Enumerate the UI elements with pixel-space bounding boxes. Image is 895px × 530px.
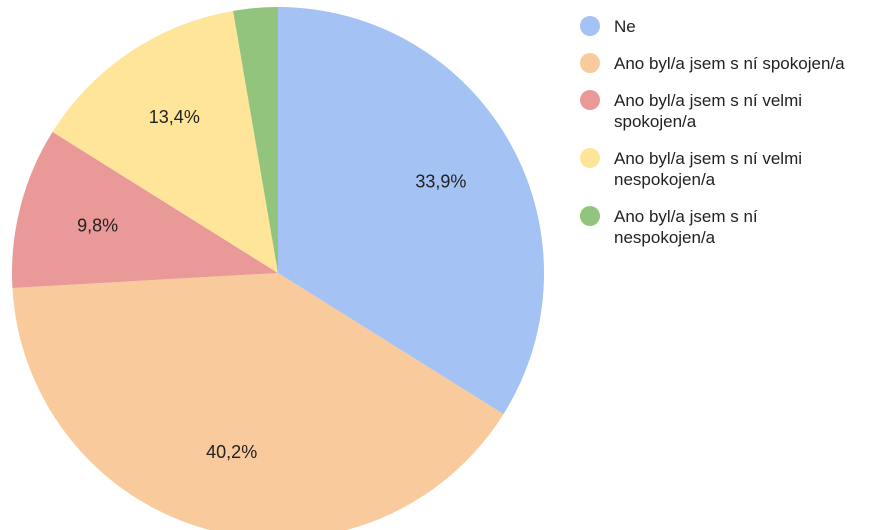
legend-item: Ano byl/a jsem s ní velmi nespokojen/a xyxy=(580,148,849,190)
legend-label: Ne xyxy=(614,17,636,36)
slice-label: 40,2% xyxy=(206,442,257,462)
slice-label: 33,9% xyxy=(415,172,466,192)
legend-swatch xyxy=(580,148,600,168)
legend-label: Ano byl/a jsem s ní velmi nespokojen/a xyxy=(614,149,803,189)
slice xyxy=(52,10,278,273)
legend-swatch xyxy=(580,90,600,110)
legend-item: Ano byl/a jsem s ní velmi spokojen/a xyxy=(580,90,849,132)
legend-swatch xyxy=(580,16,600,36)
slice-label: 13,4% xyxy=(149,107,200,127)
legend-label: Ano byl/a jsem s ní velmi spokojen/a xyxy=(614,91,803,131)
slice xyxy=(278,7,544,415)
legend-swatch xyxy=(580,53,600,73)
legend-swatch xyxy=(580,206,600,226)
legend-label: Ano byl/a jsem s ní nespokojen/a xyxy=(614,207,758,247)
legend-label: Ano byl/a jsem s ní spokojen/a xyxy=(614,54,845,73)
legend-item: Ano byl/a jsem s ní spokojen/a xyxy=(580,53,849,74)
legend-item: Ne xyxy=(580,16,849,37)
slice xyxy=(233,7,278,273)
slice-label: 9,8% xyxy=(77,215,118,235)
legend: Ne Ano byl/a jsem s ní spokojen/a Ano byl/… xyxy=(580,16,849,264)
slice xyxy=(11,131,278,289)
slice xyxy=(12,273,504,530)
legend-item: Ano byl/a jsem s ní nespokojen/a xyxy=(580,206,849,248)
